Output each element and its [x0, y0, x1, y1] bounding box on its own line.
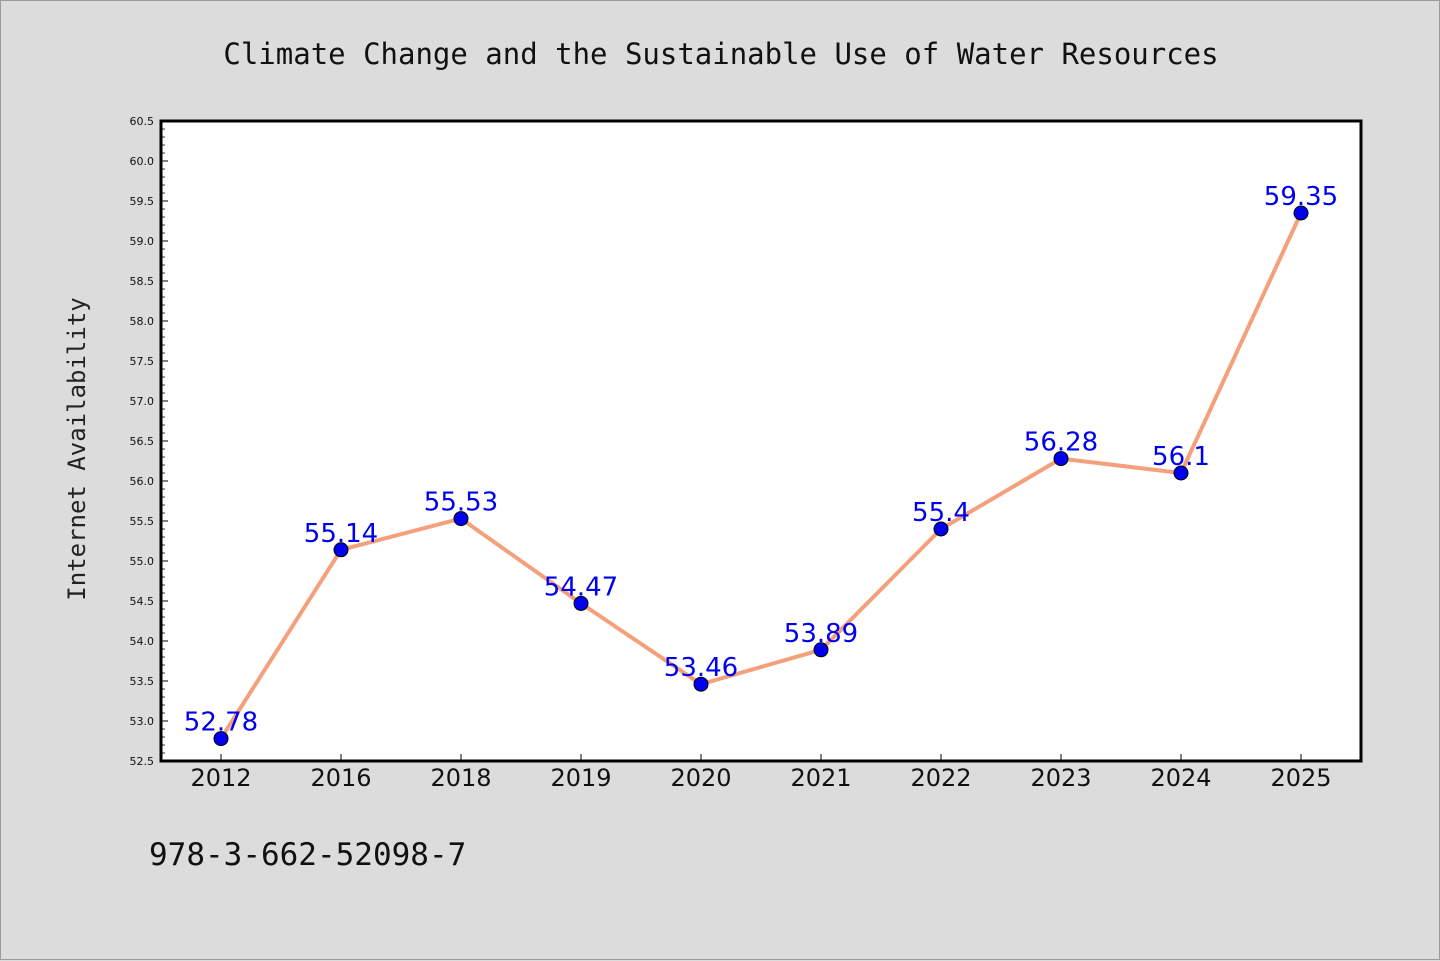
data-label: 55.14	[304, 519, 378, 549]
data-label: 53.89	[784, 619, 858, 649]
data-point	[1173, 465, 1189, 481]
data-point	[453, 511, 469, 527]
series-line	[219, 211, 1303, 741]
data-point	[213, 731, 229, 747]
x-tick-label: 2025	[1270, 764, 1331, 792]
data-point	[693, 676, 709, 692]
x-tick-label: 2016	[310, 764, 371, 792]
x-tick-label: 2012	[190, 764, 251, 792]
y-tick-label: 54.0	[130, 635, 155, 648]
y-tick-label: 59.0	[130, 235, 155, 248]
x-tick-label: 2019	[550, 764, 611, 792]
data-point	[933, 521, 949, 537]
data-label: 55.53	[424, 488, 498, 518]
x-tick-label: 2023	[1030, 764, 1091, 792]
x-tick-label: 2018	[430, 764, 491, 792]
data-label: 53.46	[664, 653, 738, 683]
plot-area	[159, 119, 1363, 763]
data-point	[1053, 451, 1069, 467]
x-tick-label: 2024	[1150, 764, 1211, 792]
y-tick-label: 58.5	[130, 275, 155, 288]
y-tick-label: 53.0	[130, 715, 155, 728]
y-tick-label: 58.0	[130, 315, 155, 328]
data-label: 56.1	[1152, 442, 1210, 472]
data-label: 52.78	[184, 708, 258, 738]
y-tick-label: 57.5	[130, 355, 155, 368]
data-label: 56.28	[1024, 428, 1098, 458]
y-tick-label: 55.0	[130, 555, 155, 568]
y-tick-label: 54.5	[130, 595, 155, 608]
y-axis-label: Internet Availability	[63, 297, 91, 600]
chart-title: Climate Change and the Sustainable Use o…	[223, 37, 1218, 71]
y-tick-label: 60.0	[130, 155, 155, 168]
y-tick-label: 56.0	[130, 475, 155, 488]
isbn-text: 978-3-662-52098-7	[149, 837, 466, 873]
x-tick-label: 2020	[670, 764, 731, 792]
x-axis: 2012 2016 2018 2019 2020 2021 2022 2023 2024 2025	[190, 754, 1332, 792]
y-tick-label: 60.5	[130, 115, 155, 128]
data-point	[1293, 205, 1309, 221]
x-tick-label: 2022	[910, 764, 971, 792]
data-point	[333, 542, 349, 558]
x-tick-label: 2021	[790, 764, 851, 792]
y-axis: 52.5 53.0 53.5 54.0 54.5 55.0 55.5 56.0 56.5 57.0…	[130, 115, 168, 768]
series-group: 52.78 55.14 55.53 54.47 53.46 53.89 55.4 56.28 5…	[184, 182, 1338, 747]
data-point	[573, 595, 589, 611]
y-tick-label: 57.0	[130, 395, 155, 408]
y-tick-label: 52.5	[130, 755, 155, 768]
y-tick-label: 53.5	[130, 675, 155, 688]
y-tick-label: 56.5	[130, 435, 155, 448]
data-point	[813, 642, 829, 658]
data-label: 59.35	[1264, 182, 1338, 212]
y-tick-label: 59.5	[130, 195, 155, 208]
data-label: 54.47	[544, 572, 618, 602]
y-tick-label: 55.5	[130, 515, 155, 528]
data-label: 55.4	[912, 498, 970, 528]
